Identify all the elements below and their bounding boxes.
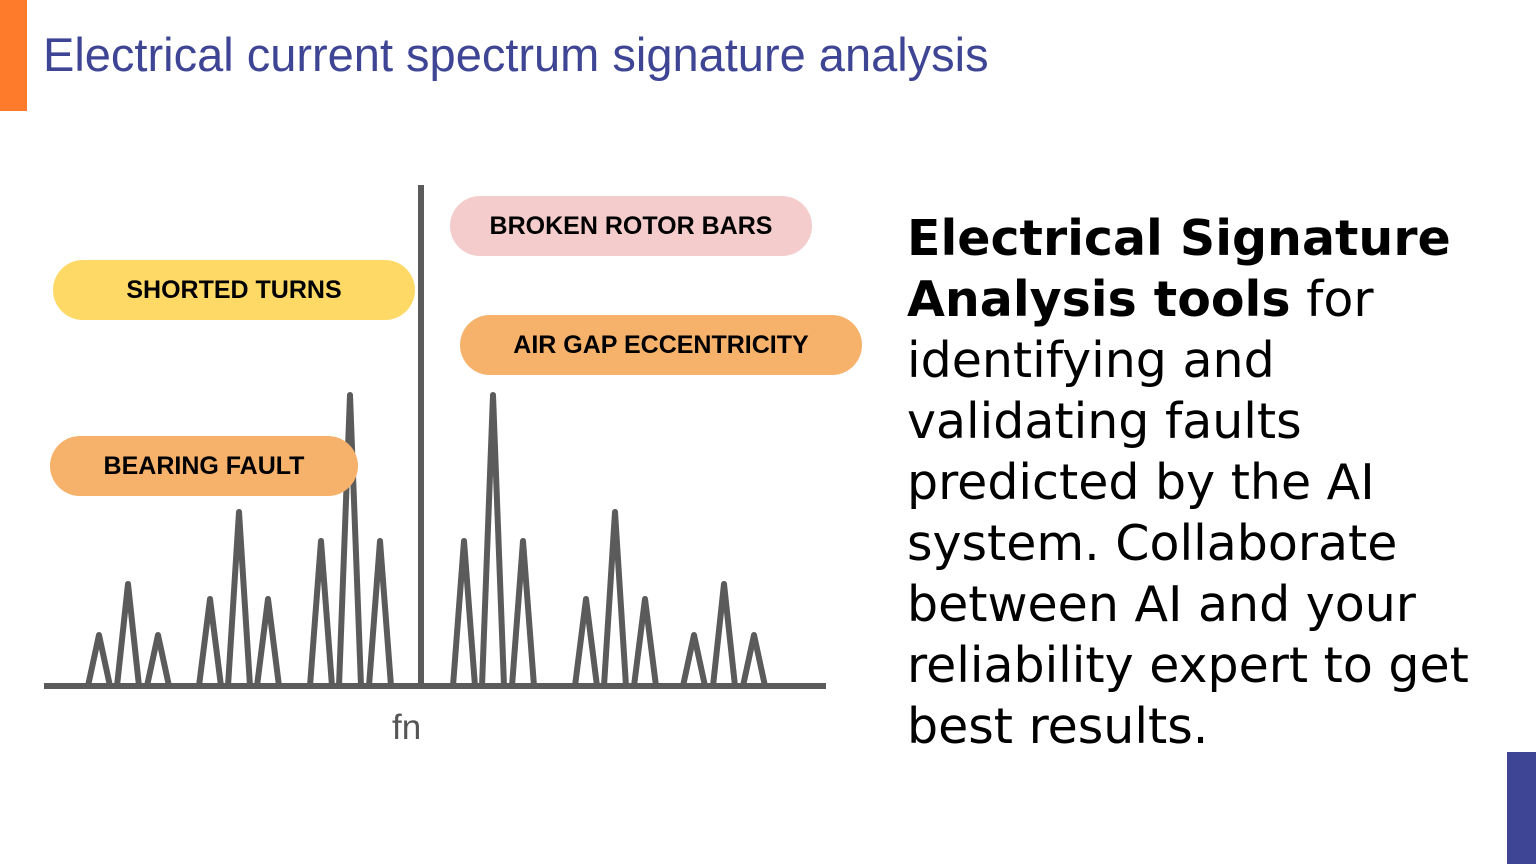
spectrum-peak	[196, 596, 224, 689]
spectrum-peak	[509, 538, 537, 689]
spectrum-chart	[44, 185, 826, 689]
spectrum-peak	[144, 632, 172, 689]
spectrum-peak	[710, 581, 738, 689]
spectrum-peak	[479, 392, 507, 689]
spectrum-peak	[85, 632, 113, 689]
fault-label-broken-rotor-bars: BROKEN ROTOR BARS	[450, 196, 812, 256]
spectrum-peak	[631, 596, 659, 689]
spectrum-peak	[601, 509, 629, 689]
spectrum-peak	[572, 596, 600, 689]
spectrum-peak	[225, 509, 253, 689]
spectrum-peak	[307, 538, 335, 689]
spectrum-peak	[336, 392, 364, 689]
navy-accent-bar	[1507, 752, 1536, 864]
description-rest: for identifying and validating faults pr…	[907, 271, 1469, 755]
spectrum-peak	[740, 632, 768, 689]
orange-accent-bar	[0, 0, 27, 111]
spectrum-peak	[254, 596, 282, 689]
description-bold: Electrical Signature Analysis tools	[907, 210, 1451, 328]
fault-label-shorted-turns: SHORTED TURNS	[53, 260, 415, 320]
spectrum-peak	[114, 581, 142, 689]
spectrum-peak	[366, 538, 394, 689]
fault-label-air-gap-eccentricity: AIR GAP ECCENTRICITY	[460, 315, 862, 375]
slide-title: Electrical current spectrum signature an…	[43, 28, 989, 81]
description-text: Electrical Signature Analysis tools for …	[907, 208, 1527, 757]
fault-label-bearing-fault: BEARING FAULT	[50, 436, 358, 496]
spectrum-peak	[450, 538, 478, 689]
axis-label-fn: fn	[392, 708, 422, 747]
spectrum-peak	[680, 632, 708, 689]
